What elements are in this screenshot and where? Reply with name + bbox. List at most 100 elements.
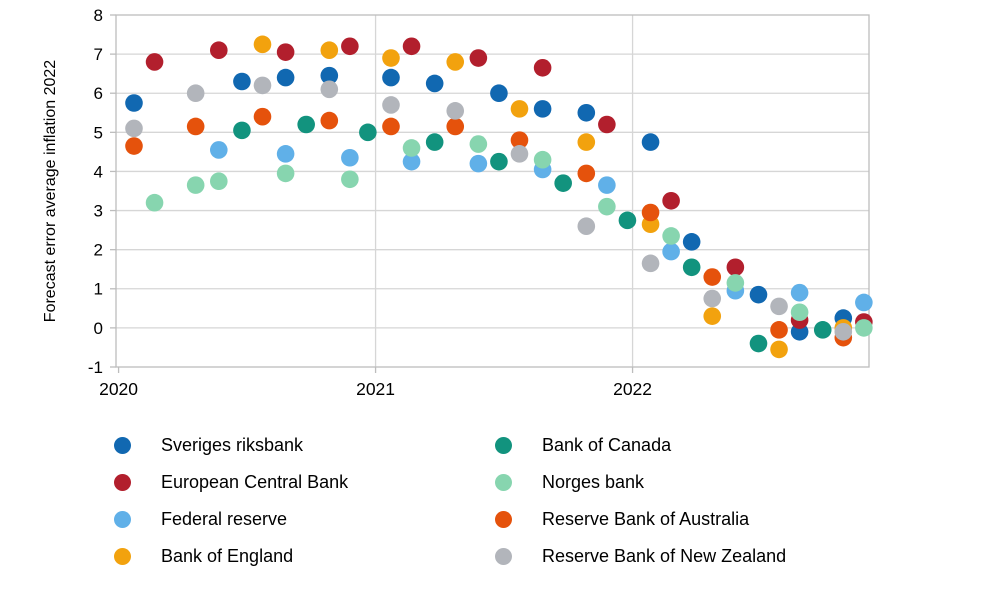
data-point-bank-of-england-3 bbox=[446, 53, 465, 71]
y-tick-label: -1 bbox=[88, 358, 103, 377]
data-point-sveriges-riksbank-0 bbox=[125, 94, 143, 112]
legend-label: Bank of Canada bbox=[542, 435, 672, 455]
data-point-reserve-bank-of-australia-2 bbox=[253, 107, 272, 126]
legend-label: Reserve Bank of Australia bbox=[542, 509, 750, 529]
data-point-european-central-bank-3 bbox=[341, 37, 359, 56]
data-point-federal-reserve-7 bbox=[662, 242, 680, 261]
data-point-reserve-bank-of-australia-9 bbox=[703, 268, 722, 286]
data-point-federal-reserve-10 bbox=[855, 293, 873, 312]
data-point-norges-bank-3 bbox=[276, 164, 295, 183]
data-point-bank-of-canada-7 bbox=[682, 258, 701, 277]
data-point-norges-bank-5 bbox=[402, 139, 421, 157]
data-point-reserve-bank-of-new-zealand-9 bbox=[703, 289, 722, 308]
data-point-sveriges-riksbank-4 bbox=[382, 68, 400, 87]
data-point-bank-of-england-5 bbox=[577, 133, 596, 151]
data-point-bank-of-england-4 bbox=[510, 100, 529, 118]
data-point-reserve-bank-of-new-zealand-2 bbox=[253, 76, 272, 95]
data-point-bank-of-england-7 bbox=[703, 307, 722, 325]
data-point-reserve-bank-of-australia-6 bbox=[510, 131, 529, 149]
data-point-sveriges-riksbank-6 bbox=[490, 84, 508, 103]
data-point-bank-of-england-1 bbox=[320, 41, 339, 59]
data-point-reserve-bank-of-australia-8 bbox=[641, 203, 660, 222]
legend-item-federal-reserve: Federal reserve bbox=[114, 508, 287, 530]
scatter-chart: 8 7 6 5 4 3 2 1 0 -1 2020 2021 2022 Forecast error a… bbox=[42, 6, 873, 399]
data-point-bank-of-canada-8 bbox=[749, 334, 768, 353]
y-tick-label: 0 bbox=[94, 319, 103, 338]
data-point-norges-bank-8 bbox=[598, 197, 616, 216]
y-tick-label: 7 bbox=[94, 45, 103, 64]
y-tick-label: 1 bbox=[94, 280, 103, 299]
data-point-bank-of-canada-4 bbox=[490, 152, 508, 171]
data-point-norges-bank-7 bbox=[533, 150, 552, 169]
data-point-norges-bank-6 bbox=[469, 135, 488, 153]
data-point-bank-of-canada-1 bbox=[297, 115, 315, 134]
data-point-norges-bank-1 bbox=[186, 176, 205, 194]
legend-marker-icon bbox=[495, 547, 512, 565]
data-point-norges-bank-0 bbox=[145, 193, 164, 212]
data-point-reserve-bank-of-new-zealand-11 bbox=[834, 323, 853, 341]
legend-marker-icon bbox=[495, 473, 512, 491]
x-tick-label: 2022 bbox=[613, 379, 652, 399]
data-point-sveriges-riksbank-9 bbox=[641, 133, 660, 151]
legend-marker-icon bbox=[495, 436, 512, 454]
legend-item-bank-of-canada: Bank of Canada bbox=[495, 434, 671, 456]
data-point-bank-of-canada-9 bbox=[813, 321, 832, 339]
data-point-bank-of-england-2 bbox=[382, 49, 400, 67]
data-point-european-central-bank-9 bbox=[726, 258, 745, 277]
x-tick-label: 2020 bbox=[99, 379, 138, 399]
data-point-european-central-bank-2 bbox=[276, 43, 295, 61]
data-point-federal-reserve-6 bbox=[598, 176, 616, 194]
data-point-bank-of-england-8 bbox=[770, 340, 788, 359]
y-tick-label: 2 bbox=[94, 241, 103, 260]
data-point-federal-reserve-1 bbox=[276, 145, 295, 163]
data-point-bank-of-canada-5 bbox=[554, 174, 572, 192]
data-point-sveriges-riksbank-3 bbox=[320, 66, 339, 85]
y-tick-label: 3 bbox=[94, 202, 103, 221]
legend-label: European Central Bank bbox=[161, 472, 349, 492]
y-tick-label: 6 bbox=[94, 84, 103, 103]
legend-marker-icon bbox=[495, 510, 512, 528]
data-point-federal-reserve-3 bbox=[402, 152, 421, 171]
data-point-reserve-bank-of-new-zealand-6 bbox=[510, 145, 529, 163]
legend-label: Norges bank bbox=[542, 472, 645, 492]
data-point-reserve-bank-of-new-zealand-5 bbox=[446, 102, 465, 120]
legend-label: Reserve Bank of New Zealand bbox=[542, 546, 787, 566]
data-point-norges-bank-12 bbox=[855, 319, 873, 337]
data-point-european-central-bank-7 bbox=[598, 115, 616, 134]
data-point-sveriges-riksbank-1 bbox=[233, 72, 251, 91]
legend-marker-icon bbox=[114, 510, 131, 528]
data-point-norges-bank-4 bbox=[341, 170, 359, 189]
data-point-reserve-bank-of-australia-10 bbox=[770, 321, 788, 339]
data-point-bank-of-canada-0 bbox=[233, 121, 251, 140]
data-point-federal-reserve-4 bbox=[469, 154, 488, 173]
data-point-reserve-bank-of-new-zealand-1 bbox=[186, 84, 205, 103]
data-point-sveriges-riksbank-7 bbox=[533, 100, 552, 118]
data-point-sveriges-riksbank-10 bbox=[682, 233, 701, 251]
legend-item-sveriges-riksbank: Sveriges riksbank bbox=[114, 434, 303, 456]
legend-item-norges-bank: Norges bank bbox=[495, 471, 644, 493]
y-tick-label: 5 bbox=[94, 123, 103, 142]
data-point-reserve-bank-of-australia-1 bbox=[186, 117, 205, 136]
data-point-norges-bank-10 bbox=[726, 274, 745, 292]
legend-marker-icon bbox=[114, 436, 131, 454]
data-point-norges-bank-11 bbox=[790, 303, 809, 322]
plot-area: 8 7 6 5 4 3 2 1 0 -1 2020 2021 2022 bbox=[88, 6, 873, 399]
data-point-reserve-bank-of-new-zealand-8 bbox=[641, 254, 660, 273]
legend-label: Federal reserve bbox=[161, 509, 288, 529]
data-point-reserve-bank-of-australia-0 bbox=[125, 137, 143, 155]
data-point-sveriges-riksbank-8 bbox=[577, 103, 596, 122]
data-point-reserve-bank-of-australia-4 bbox=[382, 117, 400, 136]
data-point-european-central-bank-6 bbox=[533, 59, 552, 77]
data-point-reserve-bank-of-australia-7 bbox=[577, 164, 596, 183]
data-point-norges-bank-9 bbox=[662, 227, 680, 245]
data-point-bank-of-canada-6 bbox=[618, 211, 637, 230]
data-point-sveriges-riksbank-5 bbox=[425, 74, 444, 93]
data-point-reserve-bank-of-new-zealand-3 bbox=[320, 80, 339, 99]
plot-border bbox=[115, 14, 870, 368]
legend-marker-icon bbox=[114, 547, 131, 565]
data-point-reserve-bank-of-new-zealand-7 bbox=[577, 217, 596, 235]
data-point-federal-reserve-9 bbox=[790, 283, 809, 302]
data-point-reserve-bank-of-new-zealand-0 bbox=[125, 119, 143, 138]
legend-label: Bank of England bbox=[161, 546, 294, 566]
data-point-bank-of-england-0 bbox=[253, 35, 272, 54]
